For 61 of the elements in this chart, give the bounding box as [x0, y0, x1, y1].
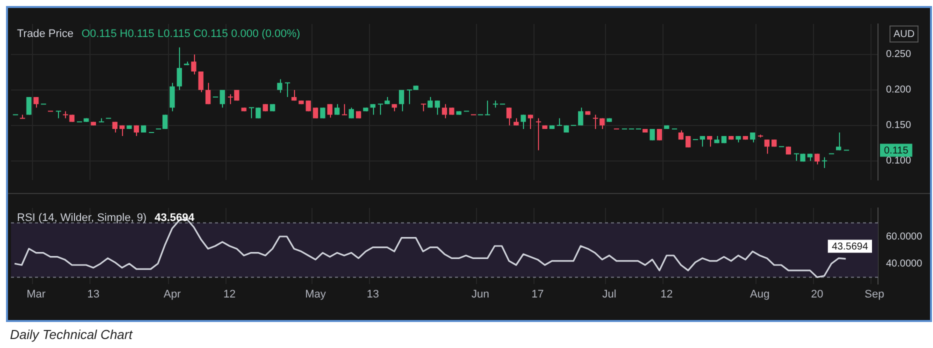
chart-subtitle: 43.5694: [154, 212, 196, 224]
candlestick: [341, 104, 348, 116]
candlestick: [420, 104, 427, 112]
candlestick: [327, 104, 332, 118]
x-tick-label: Jun: [471, 288, 490, 301]
candlestick: [220, 89, 225, 108]
candlestick: [170, 82, 175, 112]
x-tick-label: 20: [810, 288, 824, 301]
candlestick: [484, 100, 491, 116]
y-axis-title: AUD: [893, 28, 915, 40]
chart-subtitle: O0.115 H0.115 L0.115 C0.115 0.000 (0.00%): [81, 28, 300, 40]
candlestick: [26, 96, 32, 116]
candlestick: [284, 82, 291, 98]
x-tick-label: Apr: [164, 288, 182, 301]
candlestick: [764, 139, 770, 154]
annotation: 0.115: [884, 145, 909, 156]
y-tick-label: 0.150: [886, 120, 912, 132]
annotation: 43.5694: [832, 242, 868, 253]
candlestick: [686, 136, 691, 148]
text: Daily Technical Chart: [10, 327, 132, 342]
x-tick-label: Jul: [602, 288, 616, 301]
x-tick-label: Aug: [750, 288, 770, 301]
candlestick: [578, 107, 584, 126]
candlestick: [370, 104, 376, 116]
x-tick-label: 12: [660, 288, 673, 301]
candlestick: [520, 114, 526, 130]
candlestick: [205, 82, 211, 105]
candlestick: [191, 54, 196, 75]
y-tick-label: 0.100: [886, 156, 912, 167]
candlestick: [34, 96, 39, 108]
x-tick-label: May: [305, 288, 326, 301]
y-tick-label: 40.0000: [886, 258, 923, 270]
candlestick: [506, 107, 512, 126]
candlestick: [277, 78, 282, 94]
candlestick: [334, 104, 340, 116]
candlestick: [55, 110, 62, 119]
x-tick-label: Sep: [864, 288, 884, 301]
x-tick-label: 13: [87, 288, 100, 301]
x-tick-label: Mar: [26, 288, 46, 301]
candlestick: [528, 114, 534, 130]
candlestick: [312, 107, 318, 119]
candlestick: [398, 89, 404, 112]
chart-title: Trade Price: [17, 28, 74, 40]
candlestick: [434, 100, 440, 116]
y-tick-label: 0.250: [886, 49, 912, 60]
x-tick-label: 17: [532, 288, 544, 301]
y-tick-label: 0.200: [886, 84, 912, 96]
candlestick: [535, 118, 542, 151]
candlestick: [348, 107, 354, 119]
candlestick: [700, 136, 706, 148]
chart-title: RSI (14, Wilder, Simple, 9): [17, 212, 147, 224]
candlestick: [836, 132, 842, 151]
candlestick: [320, 107, 326, 119]
candlestick: [821, 156, 828, 168]
x-tick-label: 13: [366, 288, 379, 301]
candlestick: [176, 46, 182, 90]
y-tick-label: 60.0000: [886, 231, 923, 242]
candlestick: [707, 136, 712, 148]
candlestick: [442, 104, 448, 119]
candlestick: [198, 71, 204, 93]
x-tick-label: 12: [223, 288, 236, 301]
